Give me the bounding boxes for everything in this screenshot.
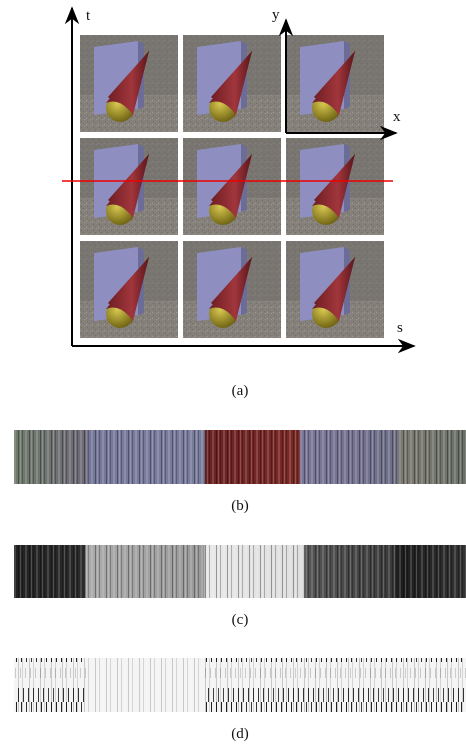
light-field-grid (80, 35, 384, 338)
gray-epi-image (14, 545, 466, 598)
axis-label: s (397, 320, 403, 336)
gradient-epi-image (14, 658, 466, 712)
caption: (a) (232, 383, 249, 399)
caption: (c) (232, 612, 249, 628)
caption: (b) (231, 498, 249, 514)
axis-label: x (393, 109, 401, 125)
axis-label: y (272, 7, 280, 23)
caption: (d) (231, 726, 249, 742)
epi-image (14, 430, 466, 484)
axis-label: t (86, 8, 91, 24)
figure: t y x s (a) (b) (c) (d) (0, 0, 466, 745)
